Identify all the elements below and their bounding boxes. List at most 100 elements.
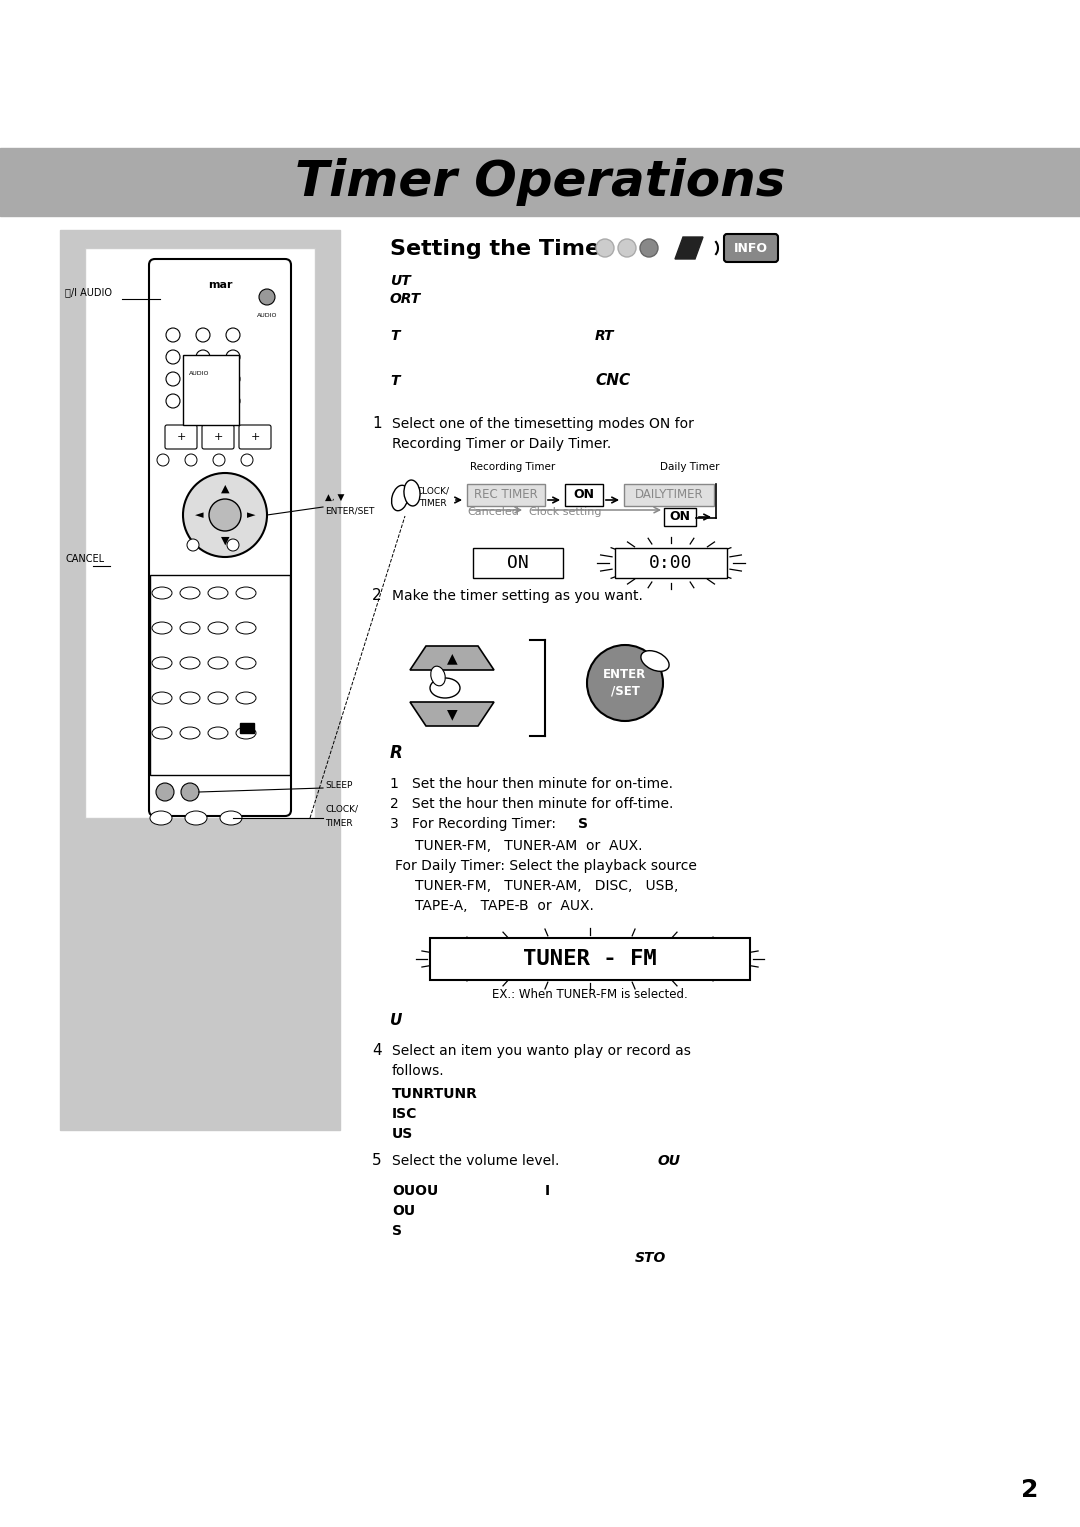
Text: For Daily Timer: Select the playback source: For Daily Timer: Select the playback sou… bbox=[395, 860, 697, 873]
Ellipse shape bbox=[152, 657, 172, 669]
Text: 1   Set the hour then minute for on-time.: 1 Set the hour then minute for on-time. bbox=[390, 777, 673, 791]
Circle shape bbox=[213, 454, 225, 466]
Text: EX.: When TUNER-FM is selected.: EX.: When TUNER-FM is selected. bbox=[492, 988, 688, 1002]
Text: CLOCK/: CLOCK/ bbox=[417, 487, 449, 496]
Text: +: + bbox=[214, 432, 222, 441]
FancyBboxPatch shape bbox=[724, 234, 778, 263]
Circle shape bbox=[588, 644, 663, 721]
Ellipse shape bbox=[180, 586, 200, 599]
Text: 2: 2 bbox=[1022, 1478, 1039, 1503]
Ellipse shape bbox=[152, 727, 172, 739]
Circle shape bbox=[640, 240, 658, 257]
Ellipse shape bbox=[404, 479, 420, 505]
Circle shape bbox=[195, 350, 210, 363]
Circle shape bbox=[195, 394, 210, 408]
Circle shape bbox=[166, 350, 180, 363]
Circle shape bbox=[259, 289, 275, 305]
Text: TUNRTUNR: TUNRTUNR bbox=[392, 1087, 477, 1101]
Ellipse shape bbox=[180, 657, 200, 669]
Text: Select one of the timesetting modes ON for: Select one of the timesetting modes ON f… bbox=[392, 417, 693, 431]
Text: REC TIMER: REC TIMER bbox=[474, 489, 538, 501]
Ellipse shape bbox=[180, 692, 200, 704]
Bar bbox=[624, 484, 714, 505]
Text: /SET: /SET bbox=[610, 684, 639, 698]
Ellipse shape bbox=[208, 657, 228, 669]
Ellipse shape bbox=[392, 486, 408, 510]
Text: TIMER: TIMER bbox=[325, 818, 353, 828]
Text: SLEEP: SLEEP bbox=[325, 780, 352, 789]
Text: +: + bbox=[176, 432, 186, 441]
Text: TUNER-FM,   TUNER-AM,   DISC,   USB,: TUNER-FM, TUNER-AM, DISC, USB, bbox=[415, 880, 678, 893]
Text: mar: mar bbox=[207, 279, 232, 290]
Ellipse shape bbox=[152, 692, 172, 704]
Ellipse shape bbox=[180, 727, 200, 739]
Ellipse shape bbox=[640, 651, 670, 672]
Text: CANCEL: CANCEL bbox=[65, 554, 104, 563]
Bar bbox=[664, 508, 696, 525]
Text: Clock setting: Clock setting bbox=[529, 507, 602, 518]
Circle shape bbox=[183, 473, 267, 557]
Text: 0:00: 0:00 bbox=[649, 554, 692, 573]
Circle shape bbox=[596, 240, 615, 257]
Bar bbox=[150, 576, 291, 776]
Circle shape bbox=[227, 539, 239, 551]
Text: U: U bbox=[390, 1012, 403, 1028]
Text: ▼: ▼ bbox=[220, 536, 229, 547]
Text: Setting the Timer: Setting the Timer bbox=[390, 240, 611, 260]
Text: OUOU: OUOU bbox=[392, 1183, 438, 1199]
Text: TUNER - FM: TUNER - FM bbox=[523, 948, 657, 970]
Circle shape bbox=[210, 499, 241, 531]
Text: ►: ► bbox=[246, 510, 255, 521]
Text: 4: 4 bbox=[372, 1043, 381, 1058]
Text: 1: 1 bbox=[372, 415, 381, 431]
Ellipse shape bbox=[237, 727, 256, 739]
Text: ORT: ORT bbox=[390, 292, 421, 305]
Bar bbox=[565, 484, 603, 505]
Circle shape bbox=[166, 328, 180, 342]
Ellipse shape bbox=[208, 621, 228, 634]
Circle shape bbox=[618, 240, 636, 257]
Ellipse shape bbox=[237, 692, 256, 704]
Polygon shape bbox=[410, 702, 494, 725]
Circle shape bbox=[226, 394, 240, 408]
Text: RT: RT bbox=[595, 328, 615, 344]
Text: US: US bbox=[392, 1127, 414, 1141]
Text: ⏻/I AUDIO: ⏻/I AUDIO bbox=[65, 287, 112, 296]
Ellipse shape bbox=[220, 811, 242, 825]
Text: AUDIO: AUDIO bbox=[257, 313, 278, 318]
Polygon shape bbox=[675, 237, 703, 260]
Text: DAILYTIMER: DAILYTIMER bbox=[635, 489, 703, 501]
Ellipse shape bbox=[237, 621, 256, 634]
Circle shape bbox=[156, 783, 174, 802]
Circle shape bbox=[166, 373, 180, 386]
Ellipse shape bbox=[152, 621, 172, 634]
Ellipse shape bbox=[430, 678, 460, 698]
Text: 2   Set the hour then minute for off-time.: 2 Set the hour then minute for off-time. bbox=[390, 797, 673, 811]
Text: Canceled: Canceled bbox=[467, 507, 518, 518]
Text: AUDIO: AUDIO bbox=[189, 371, 210, 376]
Circle shape bbox=[241, 454, 253, 466]
Text: STO: STO bbox=[635, 1251, 666, 1264]
Text: ◄: ◄ bbox=[194, 510, 203, 521]
Bar bbox=[0, 148, 1080, 215]
Text: ON: ON bbox=[508, 554, 529, 573]
Text: OU: OU bbox=[392, 1203, 415, 1219]
Circle shape bbox=[226, 350, 240, 363]
Text: R: R bbox=[390, 744, 403, 762]
Text: ISC: ISC bbox=[392, 1107, 417, 1121]
Circle shape bbox=[181, 783, 199, 802]
Circle shape bbox=[166, 394, 180, 408]
Text: CNC: CNC bbox=[595, 373, 631, 388]
Text: Recording Timer: Recording Timer bbox=[470, 463, 555, 472]
Polygon shape bbox=[410, 646, 494, 670]
Bar bbox=[473, 548, 563, 579]
Text: OU: OU bbox=[658, 1154, 681, 1168]
Ellipse shape bbox=[237, 657, 256, 669]
Text: ▲, ▼: ▲, ▼ bbox=[325, 493, 345, 502]
Text: T: T bbox=[390, 328, 400, 344]
Ellipse shape bbox=[431, 666, 445, 686]
Text: Make the timer setting as you want.: Make the timer setting as you want. bbox=[392, 589, 643, 603]
Circle shape bbox=[226, 373, 240, 386]
Bar bbox=[60, 231, 340, 1130]
Ellipse shape bbox=[180, 621, 200, 634]
